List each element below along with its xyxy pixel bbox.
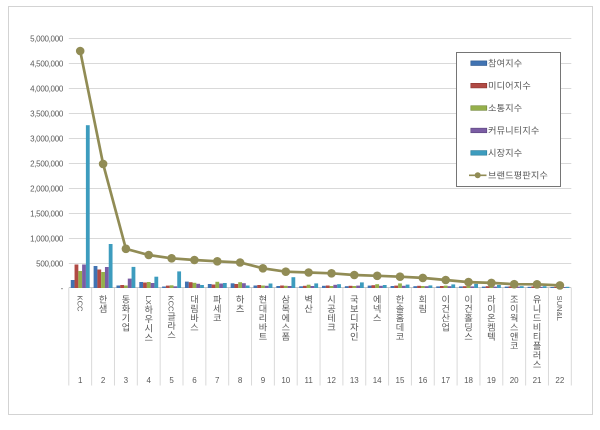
svg-text:11: 11 — [304, 376, 313, 385]
svg-text:5: 5 — [169, 376, 174, 385]
svg-text:3,000,000: 3,000,000 — [30, 134, 64, 143]
svg-text:20: 20 — [510, 376, 519, 385]
svg-text:13: 13 — [350, 376, 359, 385]
svg-text:3,500,000: 3,500,000 — [30, 109, 64, 118]
svg-text:KCC: KCC — [75, 296, 84, 313]
svg-text:10: 10 — [281, 376, 290, 385]
svg-text:KCC: KCC — [167, 296, 176, 313]
svg-text:4,000,000: 4,000,000 — [30, 84, 64, 93]
svg-text:2,500,000: 2,500,000 — [30, 159, 64, 168]
svg-text:22: 22 — [555, 376, 564, 385]
svg-text:6: 6 — [192, 376, 197, 385]
svg-text:14: 14 — [373, 376, 382, 385]
svg-text:15: 15 — [396, 376, 405, 385]
svg-text:500,000: 500,000 — [36, 259, 64, 268]
svg-text:2,000,000: 2,000,000 — [30, 184, 64, 193]
svg-text:1,000,000: 1,000,000 — [30, 234, 64, 243]
svg-text:7: 7 — [215, 376, 220, 385]
svg-text:4: 4 — [147, 376, 152, 385]
svg-text:5,000,000: 5,000,000 — [30, 34, 64, 43]
svg-text:3: 3 — [124, 376, 129, 385]
svg-text:16: 16 — [418, 376, 427, 385]
svg-text:21: 21 — [533, 376, 542, 385]
svg-text:18: 18 — [464, 376, 473, 385]
svg-text:2: 2 — [101, 376, 106, 385]
svg-text:-: - — [61, 284, 64, 293]
svg-text:9: 9 — [261, 376, 266, 385]
svg-text:4,500,000: 4,500,000 — [30, 59, 64, 68]
svg-text:12: 12 — [327, 376, 336, 385]
svg-text:1: 1 — [78, 376, 83, 385]
svg-text:SUN&L: SUN&L — [555, 296, 564, 321]
svg-text:8: 8 — [238, 376, 243, 385]
svg-text:17: 17 — [441, 376, 450, 385]
svg-text:1,500,000: 1,500,000 — [30, 209, 64, 218]
svg-text:19: 19 — [487, 376, 496, 385]
svg-text:LX: LX — [144, 296, 153, 305]
